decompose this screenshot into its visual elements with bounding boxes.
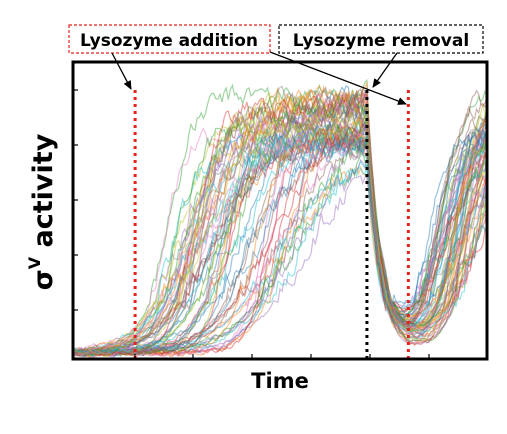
- activity-trace: [73, 132, 487, 357]
- activity-trace: [73, 91, 487, 353]
- activity-trace: [73, 115, 487, 356]
- activity-trace: [73, 94, 487, 357]
- arrow-to-readdition: [269, 51, 407, 105]
- activity-trace: [73, 126, 487, 357]
- activity-trace: [73, 107, 487, 358]
- activity-trace: [73, 123, 487, 353]
- activity-trace: [73, 131, 487, 355]
- y-axis-label-rest: activity: [28, 133, 59, 257]
- activity-trace: [73, 142, 487, 357]
- activity-trace: [73, 165, 487, 357]
- activity-trace: [73, 100, 487, 357]
- annotation-box-removal: [278, 24, 484, 54]
- activity-trace: [73, 128, 487, 356]
- activity-trace: [73, 85, 487, 353]
- activity-trace: [73, 118, 487, 356]
- activity-trace: [73, 125, 487, 355]
- activity-trace: [73, 129, 487, 356]
- activity-trace: [73, 80, 487, 354]
- activity-trace: [73, 133, 487, 356]
- activity-trace: [73, 150, 487, 358]
- activity-trace: [73, 94, 487, 357]
- activity-trace: [73, 91, 487, 356]
- activity-trace: [73, 102, 487, 357]
- activity-trace: [73, 102, 487, 359]
- annotation-lysozyme-addition: Lysozyme addition: [68, 24, 407, 105]
- y-ticks: [73, 89, 78, 311]
- plot-frame: [71, 60, 489, 361]
- activity-trace: [73, 123, 487, 355]
- activity-trace: [73, 155, 487, 358]
- x-ticks: [134, 354, 430, 359]
- activity-trace: [73, 102, 487, 355]
- activity-trace: [73, 86, 487, 354]
- activity-trace: [73, 87, 487, 357]
- activity-trace: [73, 114, 487, 357]
- x-axis-label: Time: [251, 369, 309, 393]
- activity-trace: [73, 117, 487, 358]
- y-axis-label: σV activity: [25, 133, 59, 290]
- activity-trace: [73, 135, 487, 356]
- activity-trace: [73, 100, 487, 356]
- activity-trace: [73, 116, 487, 357]
- activity-trace: [73, 109, 487, 357]
- activity-traces: [73, 78, 487, 359]
- activity-trace: [73, 126, 487, 358]
- annotation-lysozyme-removal: Lysozyme removal: [278, 24, 484, 88]
- activity-trace: [73, 98, 487, 357]
- activity-trace: [73, 128, 487, 357]
- activity-trace: [73, 124, 487, 356]
- activity-trace: [73, 158, 487, 358]
- activity-trace: [73, 138, 487, 356]
- y-axis-label-superscript: V: [25, 256, 44, 269]
- activity-trace: [73, 129, 487, 354]
- arrow-to-addition: [111, 52, 132, 90]
- activity-trace: [73, 86, 487, 357]
- activity-trace: [73, 121, 487, 356]
- activity-trace: [73, 135, 487, 357]
- y-axis-label-sigma: σ: [28, 269, 59, 290]
- activity-trace: [73, 97, 487, 355]
- activity-trace: [73, 103, 487, 356]
- activity-trace: [73, 114, 487, 357]
- activity-trace: [73, 125, 487, 357]
- activity-trace: [73, 117, 487, 355]
- activity-trace: [73, 126, 487, 355]
- activity-trace: [73, 89, 487, 358]
- activity-trace: [73, 84, 487, 356]
- activity-trace: [73, 138, 487, 356]
- activity-trace: [73, 95, 487, 356]
- arrow-to-removal: [372, 52, 398, 88]
- activity-trace: [73, 93, 487, 353]
- annotation-box-addition: [68, 24, 271, 54]
- annotation-text-addition: Lysozyme addition: [80, 31, 258, 51]
- activity-trace: [73, 124, 487, 358]
- activity-trace: [73, 130, 487, 358]
- activity-trace: [73, 94, 487, 355]
- activity-trace: [73, 108, 487, 357]
- activity-trace: [73, 135, 487, 357]
- activity-trace: [73, 141, 487, 356]
- activity-trace: [73, 78, 487, 355]
- event-lines: [133, 90, 410, 359]
- activity-trace: [73, 107, 487, 356]
- activity-trace: [73, 85, 487, 357]
- activity-trace: [73, 88, 487, 351]
- activity-trace: [73, 128, 487, 357]
- activity-trace: [73, 131, 487, 355]
- activity-trace: [73, 131, 487, 353]
- activity-trace: [73, 123, 487, 356]
- annotation-text-removal: Lysozyme removal: [293, 31, 469, 51]
- activity-trace: [73, 142, 487, 357]
